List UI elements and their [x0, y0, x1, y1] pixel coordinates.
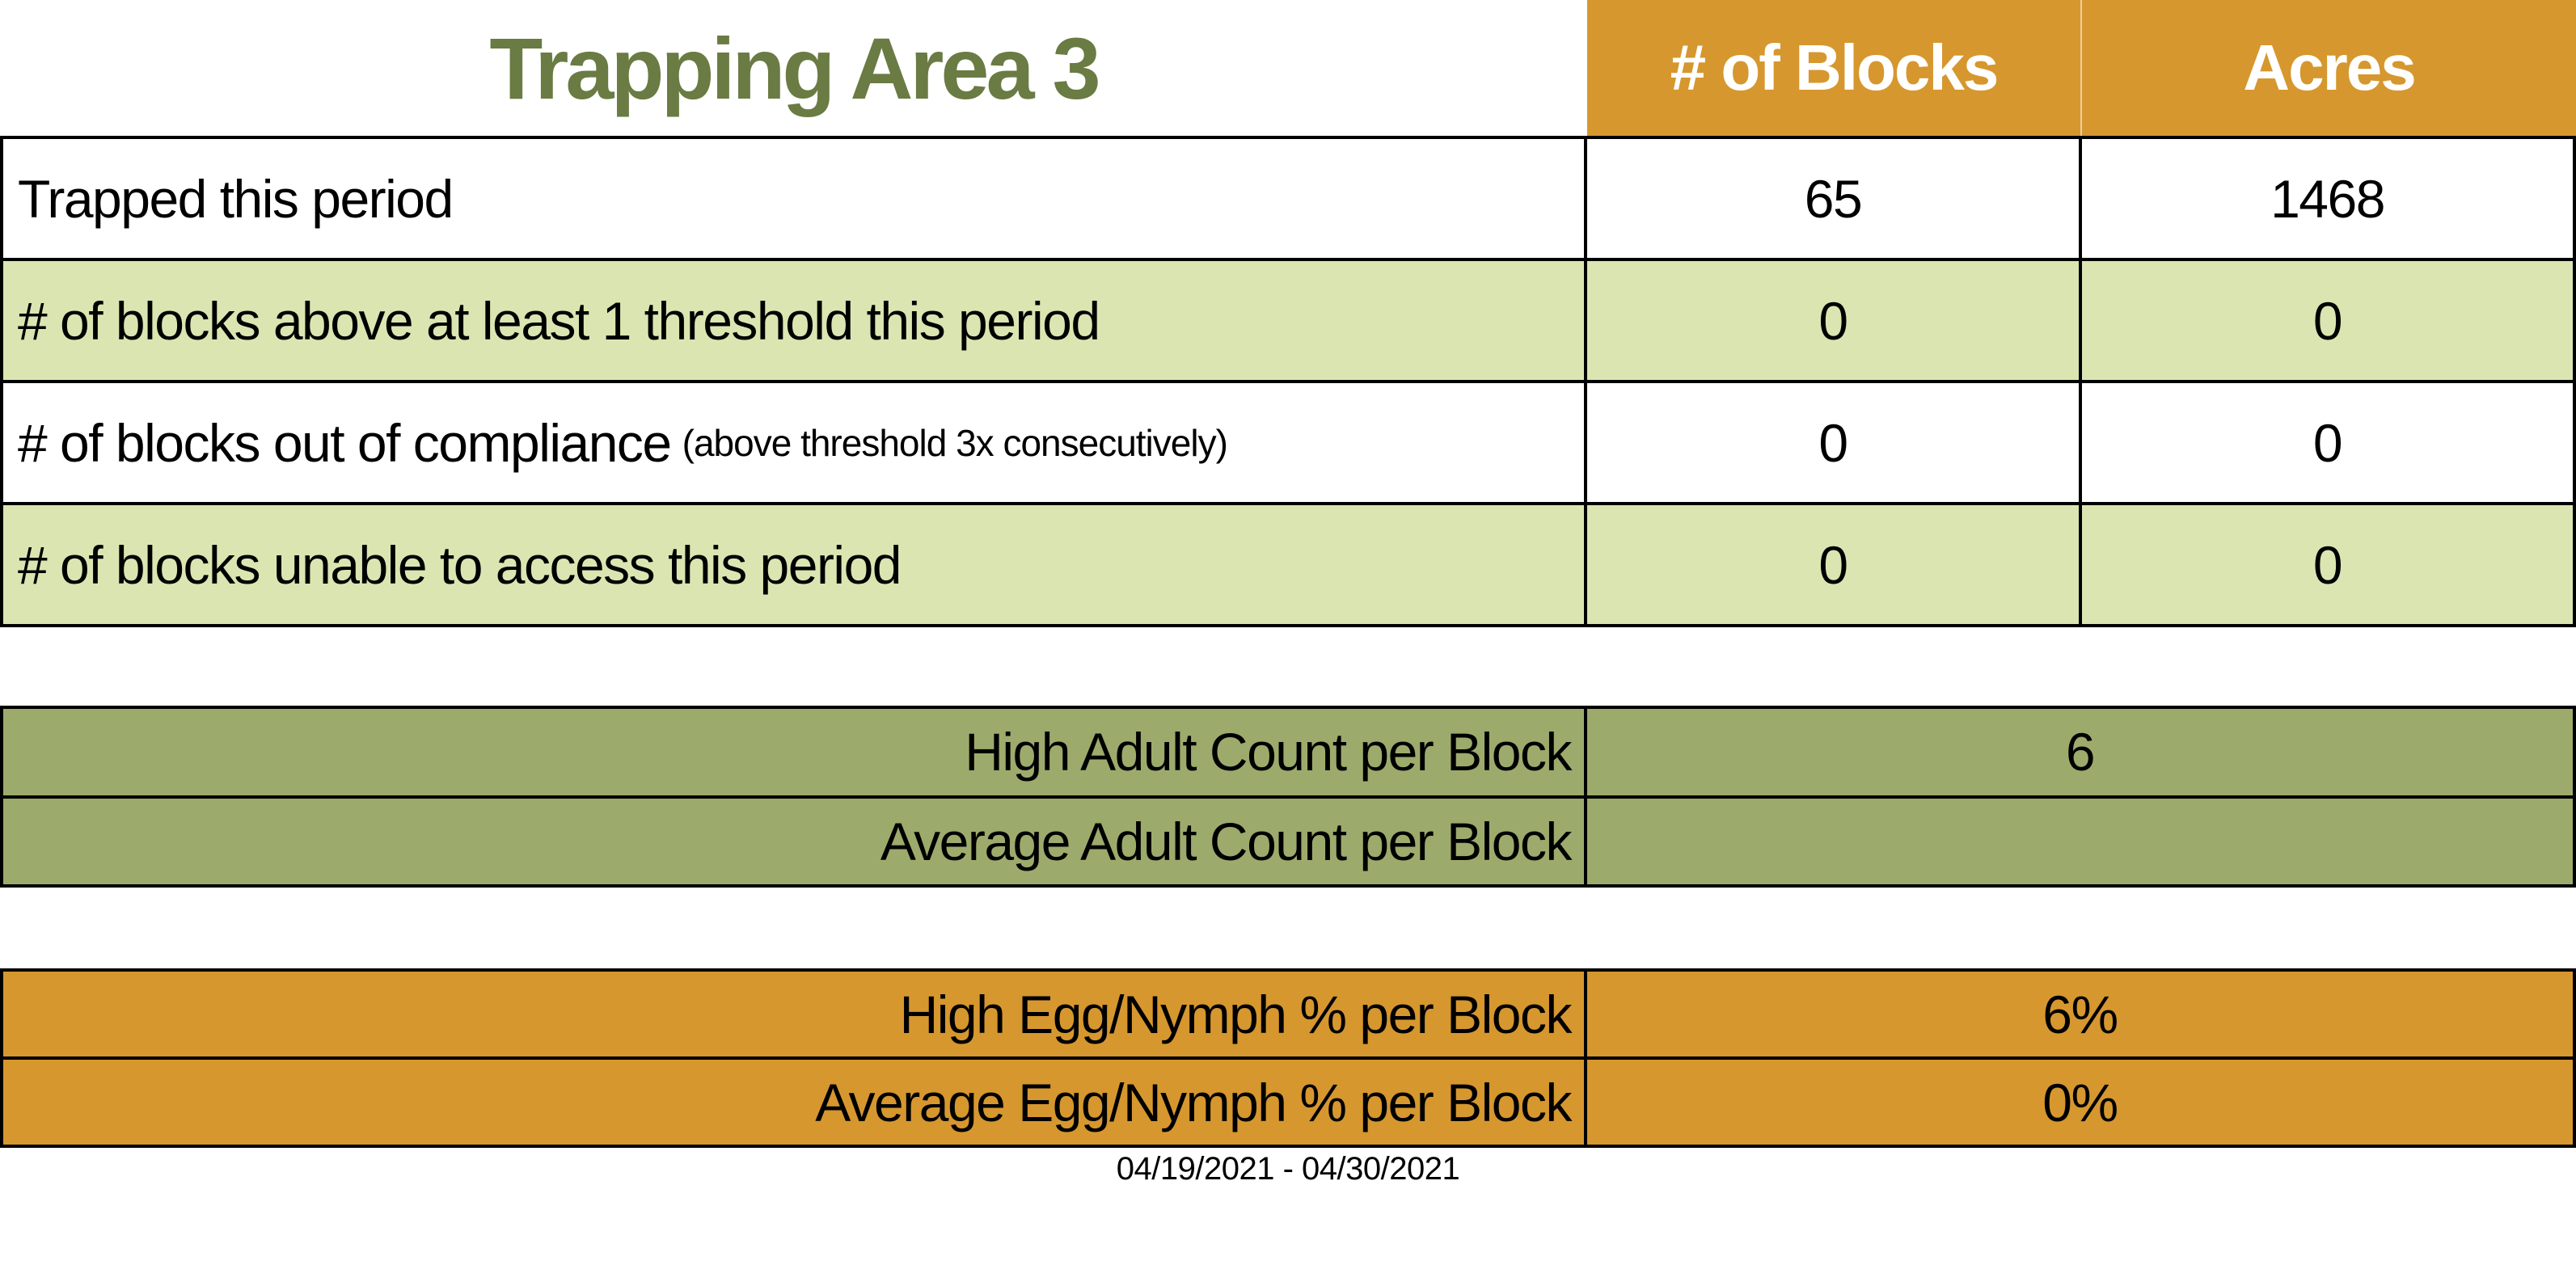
- cell-blocks-value: 0: [1587, 383, 2079, 502]
- section-row-value: 0%: [1587, 1060, 2573, 1145]
- section-row-value: 6: [1587, 709, 2573, 795]
- section-row-value: [1587, 798, 2573, 884]
- egg-nymph-table: High Egg/Nymph % per Block 6% Average Eg…: [0, 968, 2576, 1148]
- row-label: # of blocks unable to access this period: [3, 505, 1584, 624]
- column-header-blocks: # of Blocks: [1587, 0, 2082, 136]
- adult-count-table: High Adult Count per Block 6 Average Adu…: [0, 706, 2576, 888]
- cell-blocks-value: 0: [1587, 261, 2079, 380]
- page-title: Trapping Area 3: [489, 19, 1100, 117]
- section-row-label: Average Adult Count per Block: [3, 798, 1584, 884]
- summary-table: Trapped this period 65 1468 # of blocks …: [0, 136, 2576, 627]
- row-label: # of blocks out of compliance (above thr…: [3, 383, 1584, 502]
- row-label-main: # of blocks out of compliance: [18, 412, 672, 473]
- section-row-label: High Adult Count per Block: [3, 709, 1584, 795]
- cell-blocks-value: 0: [1587, 505, 2079, 624]
- section-row-label: High Egg/Nymph % per Block: [3, 972, 1584, 1056]
- date-range: 04/19/2021 - 04/30/2021: [1116, 1151, 1460, 1187]
- cell-acres-value: 1468: [2082, 139, 2573, 258]
- row-label: Trapped this period: [3, 139, 1584, 258]
- column-header-acres: Acres: [2082, 0, 2576, 136]
- row-label: # of blocks above at least 1 threshold t…: [3, 261, 1584, 380]
- cell-blocks-value: 65: [1587, 139, 2079, 258]
- cell-acres-value: 0: [2082, 261, 2573, 380]
- cell-acres-value: 0: [2082, 383, 2573, 502]
- section-row-value: 6%: [1587, 972, 2573, 1056]
- cell-acres-value: 0: [2082, 505, 2573, 624]
- section-row-label: Average Egg/Nymph % per Block: [3, 1060, 1584, 1145]
- row-label-note: (above threshold 3x consecutively): [682, 421, 1228, 464]
